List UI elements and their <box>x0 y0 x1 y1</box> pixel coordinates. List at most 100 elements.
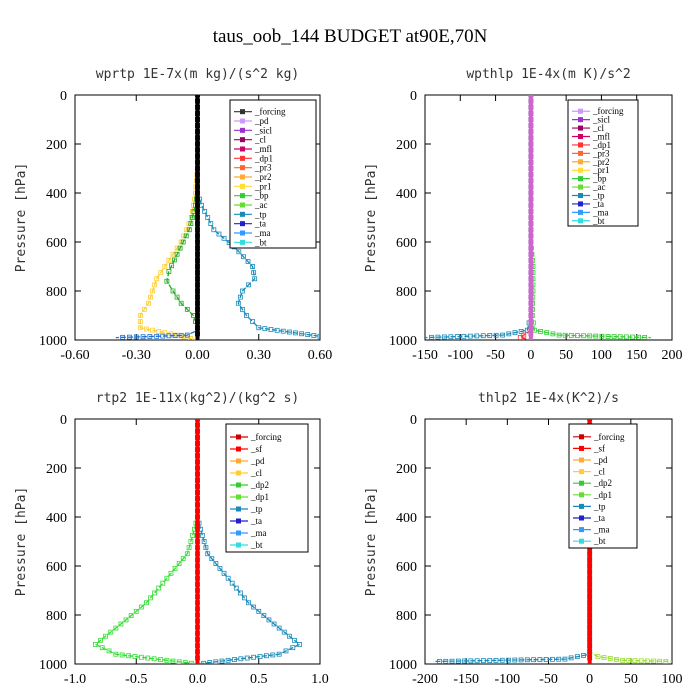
series-marker <box>271 621 277 627</box>
series-marker <box>195 123 200 129</box>
series-marker <box>587 618 593 624</box>
series-marker <box>528 147 534 153</box>
series-marker <box>195 153 200 159</box>
series-marker <box>448 334 454 340</box>
series-marker <box>176 561 182 566</box>
series-marker <box>499 657 505 663</box>
legend-marker <box>578 134 583 139</box>
legend-entry: _bp <box>592 174 607 184</box>
x-tick-label: -0.60 <box>60 348 89 363</box>
series-marker <box>607 656 613 661</box>
series-marker <box>487 333 493 338</box>
series-line-tp <box>433 419 591 663</box>
series-marker <box>172 566 178 571</box>
series-marker <box>528 221 534 227</box>
series-marker <box>232 657 237 662</box>
series-marker <box>221 235 227 241</box>
legend-entry: _pr3 <box>592 148 610 158</box>
series-marker <box>657 658 663 664</box>
x-tick-label: -50 <box>539 672 558 687</box>
series-marker <box>188 335 194 340</box>
series-markers-tp <box>429 95 534 340</box>
x-tick-label: -50 <box>486 348 505 363</box>
series-marker <box>174 251 180 257</box>
series-marker <box>281 629 287 635</box>
series-marker <box>160 333 166 339</box>
series-marker <box>108 629 114 635</box>
series-marker <box>299 331 305 337</box>
legend-marker <box>579 457 584 463</box>
series-marker <box>642 334 648 340</box>
chart-panel-3: rtp2 1E-11x(kg^2)/(kg^2 s) Pressure [hPa]… <box>14 391 329 687</box>
series-marker <box>587 594 593 600</box>
series-marker <box>195 110 200 116</box>
legend-entry: _pr1 <box>254 181 272 191</box>
series-marker <box>213 561 219 566</box>
legend-marker <box>579 503 584 509</box>
series-marker <box>205 551 211 557</box>
series-marker <box>435 334 441 340</box>
series-marker <box>195 233 200 239</box>
legend-marker <box>236 470 241 476</box>
legend-marker <box>578 176 583 182</box>
series-marker <box>164 657 170 663</box>
series-marker <box>146 300 151 306</box>
series-marker <box>195 147 200 153</box>
series-marker <box>183 233 189 239</box>
series-marker <box>133 334 139 340</box>
series-marker <box>162 264 168 269</box>
series-marker <box>195 288 200 294</box>
series-marker <box>556 332 562 338</box>
series-marker <box>311 333 317 338</box>
series-marker <box>195 551 200 557</box>
x-tick-label: 0.60 <box>308 348 333 363</box>
chart-panel-1: wprtp 1E-7x(m kg)/(s^2 kg) Pressure [hPa]… <box>14 67 332 363</box>
series-marker <box>195 135 200 141</box>
legend-entry: _ac <box>592 182 606 192</box>
series-marker <box>506 657 511 663</box>
series-marker <box>528 319 534 325</box>
series-marker <box>195 227 200 233</box>
series-marker <box>238 656 244 662</box>
series-marker <box>225 657 231 663</box>
x-tick-label: 1.0 <box>311 672 329 687</box>
x-tick-label: 100 <box>591 348 612 363</box>
series-marker <box>137 313 143 318</box>
legend-entry: _pr2 <box>254 172 272 182</box>
y-tick-label: 200 <box>396 138 417 153</box>
legend-entry: _dp2 <box>593 478 612 488</box>
legend-marker <box>240 109 245 115</box>
series-marker <box>620 657 625 663</box>
series-marker <box>528 141 534 147</box>
series-marker <box>195 618 200 624</box>
legend-marker <box>240 239 245 245</box>
legend-entry: _forcing <box>254 107 286 117</box>
series-marker <box>601 655 607 660</box>
legend-entry: _sf <box>250 444 262 454</box>
series-marker <box>195 300 200 306</box>
series-marker <box>528 270 534 276</box>
legend-entry: _pd <box>250 456 265 466</box>
series-marker <box>593 333 599 339</box>
series-marker <box>195 471 200 477</box>
series-marker <box>244 655 250 661</box>
series-marker <box>521 332 527 338</box>
series-marker <box>147 334 153 339</box>
series-marker <box>528 300 534 306</box>
series-marker <box>587 655 593 661</box>
legend-entry: _cl <box>592 123 604 133</box>
series-marker <box>605 334 611 339</box>
y-tick-label: 0 <box>60 413 67 428</box>
series-marker <box>528 257 534 263</box>
series-marker <box>587 563 593 569</box>
series-marker <box>195 557 200 563</box>
legend-entry: _pd <box>593 455 608 465</box>
y-axis-label: Pressure [hPa] <box>364 163 379 273</box>
series-marker <box>237 590 243 596</box>
series-marker <box>638 658 644 664</box>
series-marker <box>195 428 200 434</box>
series-marker <box>158 270 164 276</box>
y-tick-label: 200 <box>46 462 67 477</box>
series-marker <box>178 332 184 338</box>
